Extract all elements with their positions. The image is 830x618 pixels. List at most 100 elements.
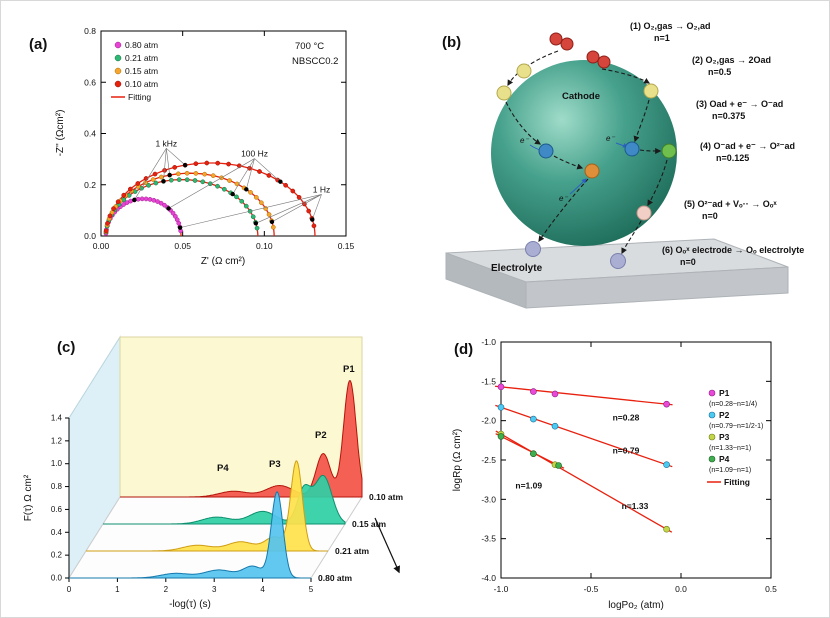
data-marker: [193, 171, 199, 176]
slope-label: n=0.28: [613, 413, 640, 423]
adsorbed-oxygen-sphere: [643, 83, 659, 99]
freq-label: 1 Hz: [313, 184, 330, 194]
y-tick-label: 1.2: [51, 436, 63, 445]
y-tick-label: 1.4: [51, 413, 63, 422]
o2-minus-sphere: [661, 143, 677, 159]
data-point: [530, 388, 537, 395]
y-tick-label: -1.5: [481, 376, 496, 386]
data-marker: [266, 212, 272, 217]
data-marker: [170, 210, 176, 216]
reaction-arrow: [621, 220, 642, 255]
freq-callout-line: [168, 158, 255, 209]
panel-c-plot: 0 1 2 3 4 5 0.0 0.2 0.4 0.6 0.8 1.0 1.2 1.4 -log(τ) (s…: [23, 335, 403, 610]
oxygen-gas-molecule: [560, 37, 574, 51]
oxygen-gas-molecule: [586, 50, 600, 64]
data-marker: [158, 200, 164, 206]
oxygen-ion-sphere: [584, 163, 600, 179]
x-tick-label: 0.05: [174, 241, 191, 251]
legend-label: P1: [719, 388, 730, 398]
peak-label: P4: [217, 463, 229, 474]
cathode-sphere: [491, 60, 677, 246]
legend-sublabel: (n=0.79~n=1/2-1): [709, 423, 763, 430]
freq-marker: [166, 206, 171, 211]
x-tick-label: 3: [212, 585, 217, 594]
drt-curve: [103, 474, 346, 525]
data-marker: [147, 197, 153, 202]
x-tick-label: 0.00: [93, 241, 110, 251]
data-marker: [270, 224, 276, 230]
legend-label: Fitting: [724, 477, 750, 487]
panel-d-label: (d): [454, 341, 473, 358]
y-tick-label: -2.0: [481, 416, 496, 426]
y-tick-label: 0.2: [51, 551, 63, 560]
data-marker: [243, 203, 249, 209]
oxygen-gas-molecule: [549, 32, 563, 46]
freq-marker: [278, 179, 283, 184]
y-tick-label: 0.4: [84, 129, 96, 139]
x-tick-label: 4: [260, 585, 265, 594]
reaction-step-5-n: n=0: [702, 211, 718, 221]
electron-label: e⁻: [520, 136, 529, 145]
data-point: [497, 383, 505, 391]
data-marker: [200, 179, 206, 185]
legend-marker: [114, 80, 122, 88]
x-tick-label: 0.10: [256, 241, 273, 251]
data-marker: [115, 199, 121, 205]
data-marker: [239, 198, 245, 204]
reaction-arrow: [538, 178, 589, 242]
reaction-arrow: [639, 147, 662, 155]
data-marker: [227, 178, 232, 183]
drt-curve: [86, 460, 328, 552]
data-marker: [152, 171, 158, 177]
panel-b-label: (b): [442, 34, 461, 51]
data-marker: [111, 206, 116, 211]
data-marker: [121, 192, 127, 198]
y-tick-label: -1.0: [481, 337, 496, 347]
x-axis-title: Z' (Ω cm²): [201, 256, 245, 267]
freq-callout-line: [180, 194, 322, 228]
data-marker: [215, 160, 221, 166]
data-marker: [204, 160, 210, 166]
freq-callout-line: [134, 148, 167, 201]
x-axis-title: -log(τ) (s): [169, 599, 211, 610]
data-marker: [176, 177, 182, 183]
freq-marker: [253, 221, 259, 226]
reaction-step-6: (6) Oₒˣ electrode → Oₒ electrolyte: [662, 245, 804, 255]
y-tick-label: 0.2: [84, 180, 96, 190]
slope-label: n=1.09: [515, 480, 542, 490]
o-minus-sphere: [624, 141, 640, 157]
reaction-step-2-n: n=0.5: [708, 67, 731, 77]
data-point: [530, 450, 537, 458]
reaction-step-1-n: n=1: [654, 33, 670, 43]
legend-label: 0.21 atm: [125, 53, 158, 63]
data-marker: [105, 220, 110, 226]
x-tick-label: 2: [164, 585, 169, 594]
y-tick-label: -2.5: [481, 455, 496, 465]
data-marker: [248, 190, 253, 195]
drt-curve: [120, 380, 363, 498]
slope-label: n=0.79: [613, 446, 640, 456]
y-tick-label: -3.0: [481, 494, 496, 504]
freq-label: 1 kHz: [155, 138, 177, 148]
legend-marker: [114, 41, 122, 49]
freq-callout-line: [166, 148, 186, 166]
reaction-step-3: (3) Oad + e⁻ → O⁻ad: [696, 99, 783, 109]
legend-label: 0.15 atm: [125, 66, 158, 76]
series-label: 0.21 atm: [335, 546, 369, 556]
data-marker: [250, 214, 256, 220]
legend-marker: [708, 389, 716, 397]
temperature-annotation: 700 °C: [295, 41, 324, 52]
fit-line: [495, 433, 565, 469]
panel-a-plot: 0.00 0.05 0.10 0.15 0.0 0.2 0.4 0.6 0.8 Z' (Ω cm²…: [55, 26, 355, 267]
panel-a-nyquist-chart: (a) 0.00 0.05 0.10 0.15 0.0 0.2 0.4 0.6 0.8 Z' (Ω…: [29, 26, 355, 267]
data-marker: [168, 177, 174, 183]
legend-label: 0.80 atm: [125, 40, 158, 50]
panel-d-rp-po2-chart: (d) -1.0 -0.5 0.0 0.5-4.0-3.5-3.0-2.5-2.0-1…: [452, 337, 777, 611]
x-tick-label: -1.0: [494, 584, 509, 594]
data-marker: [296, 194, 302, 200]
data-point: [663, 525, 670, 533]
fit-line: [495, 404, 673, 468]
freq-callout-line: [312, 194, 322, 220]
data-marker: [162, 202, 167, 208]
x-tick-label: 0.5: [765, 584, 777, 594]
